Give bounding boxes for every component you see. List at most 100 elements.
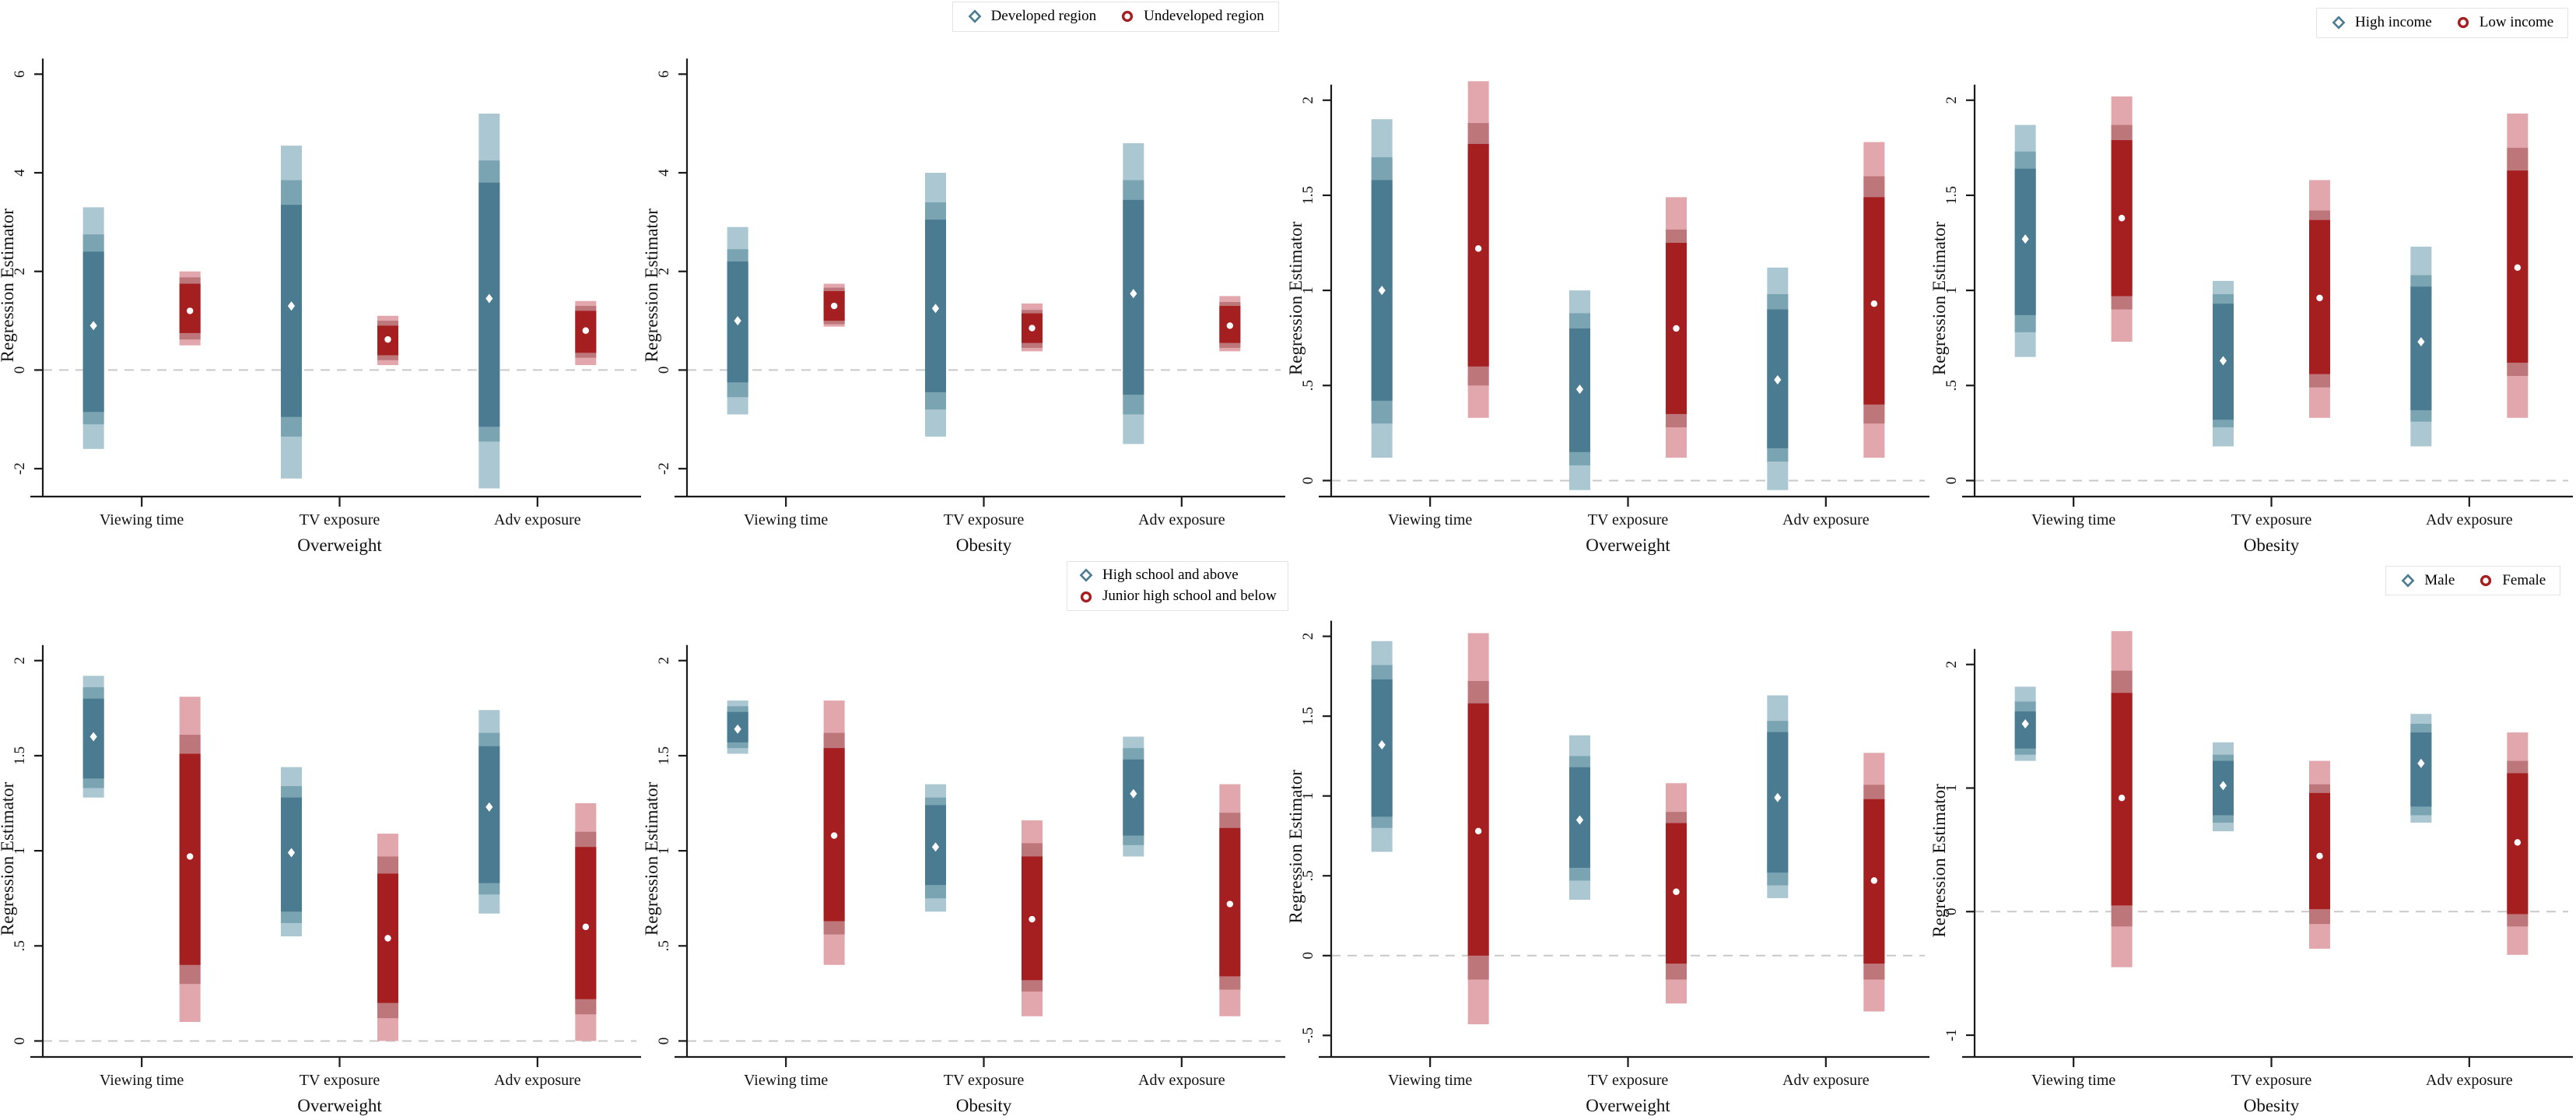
interval-bar-red-viewing-time [2111,630,2133,967]
y-tick-label: 1.5 [656,746,672,765]
y-tick-label: 0 [12,1037,28,1045]
legend-item: Undeveloped region [1120,8,1264,25]
y-tick-label: 2 [1943,660,1960,668]
y-axis-title: Regression Estimator [644,781,661,936]
legend: High school and above Junior high school … [1066,560,1288,612]
y-tick-label: 2 [656,657,672,665]
estimate-marker-circle-icon [1226,322,1233,329]
legend-label: Junior high school and below [1102,588,1277,605]
interval-bar-blue-adv-exposure [2410,246,2432,447]
x-axis-title: Overweight [297,535,382,555]
ci-inner-band [2309,792,2331,909]
chart-obesity-by-education: 0 .5 1 1.5 2 Viewing time TV exposure Adv expos… [642,560,1288,1120]
interval-bar-red-tv-exposure [2309,180,2331,418]
y-axis-title: Regression Estimator [1932,783,1949,937]
y-tick-label: 1 [1300,286,1316,294]
estimate-marker-circle-icon [1672,888,1680,895]
y-tick-label: 1 [1943,286,1960,294]
y-axis-title: Regression Estimator [1932,221,1949,375]
plot-overweight-by-income: 0 .5 1 1.5 2 Viewing time TV exposure Adv expos… [1286,81,1929,555]
legend-item: High income [2331,14,2432,31]
interval-bar-blue-adv-exposure [478,709,500,914]
estimate-marker-diamond-icon [1773,374,1781,384]
y-tick-label: 0 [656,367,672,374]
estimate-marker-circle-icon [830,831,838,839]
plot-overweight-by-gender: -.5 0 .5 1 1.5 2 Viewing time TV exposure Adv ex… [1286,620,1929,1115]
category-label: Viewing time [1388,1072,1472,1089]
category-label: Adv exposure [1138,1072,1225,1089]
category-label: Viewing time [100,511,184,528]
interval-bar-red-adv-exposure [2507,113,2529,418]
y-axis-title: Regression Estimator [0,209,17,363]
y-tick-label: .5 [12,940,28,951]
plot-obesity-by-gender: -1 0 1 2 Viewing time TV exposure Adv exposure… [1929,630,2574,1115]
y-tick-label: 1 [12,847,28,855]
plot-overweight-by-education: 0 .5 1 1.5 2 Viewing time TV exposure Adv expos… [0,644,641,1115]
interval-bar-blue-adv-exposure [1123,142,1144,444]
y-tick-label: 2 [656,268,672,276]
y-tick-label: 1.5 [12,746,28,765]
ci-inner-band [478,182,500,427]
estimate-marker-diamond-icon [2021,718,2030,729]
estimate-marker-diamond-icon [2220,356,2227,366]
x-axis-title: Overweight [297,1096,382,1115]
interval-bar-blue-viewing-time [727,226,748,415]
y-tick-label: 0 [1943,908,1960,915]
estimate-marker-diamond-icon [2220,780,2227,790]
estimate-marker-circle-icon [384,335,391,343]
y-tick-label: 6 [656,71,672,79]
diamond-icon [968,9,981,24]
legend: Developed region Undeveloped region [952,2,1279,32]
interval-bar-red-viewing-time [1467,632,1489,1024]
estimate-marker-circle-icon [1870,300,1877,307]
legend-label: High school and above [1102,566,1239,583]
y-tick-label: -2 [656,462,672,475]
x-axis-title: Obesity [2244,1096,2300,1115]
category-label: TV exposure [944,511,1025,528]
category-label: Viewing time [744,1072,828,1089]
estimate-marker-diamond-icon [2417,337,2425,347]
y-tick-label: 0 [656,1037,672,1045]
interval-bar-red-tv-exposure [1021,820,1043,1016]
estimate-marker-circle-icon [2316,294,2323,302]
category-label: Adv exposure [494,511,581,528]
interval-bar-red-viewing-time [823,700,845,965]
interval-bar-red-tv-exposure [1665,782,1687,1003]
y-tick-label: 2 [12,268,28,276]
interval-bar-red-adv-exposure [1863,142,1884,458]
estimate-marker-diamond-icon [1378,286,1386,296]
category-label: TV exposure [300,1072,380,1089]
legend-label: Female [2502,571,2546,588]
y-axis-title: Regression Estimator [1288,221,1306,375]
y-tick-label: 0 [1300,477,1316,485]
y-tick-label: -2 [12,462,28,475]
y-tick-label: .5 [1300,870,1316,881]
estimate-marker-circle-icon [384,934,391,942]
interval-bar-blue-adv-exposure [2410,713,2432,823]
category-label: Adv exposure [1138,511,1225,528]
ci-inner-band [1766,732,1788,872]
estimate-marker-diamond-icon [89,321,97,331]
interval-bar-blue-tv-exposure [281,767,302,936]
category-label: Adv exposure [494,1072,581,1089]
interval-bar-red-adv-exposure [575,802,597,1041]
y-tick-label: -.5 [1300,1027,1316,1044]
estimate-marker-circle-icon [1029,325,1036,332]
category-label: Viewing time [1388,511,1472,528]
legend-item: Female [2478,571,2546,589]
chart-obesity-by-gender: -1 0 1 2 Viewing time TV exposure Adv exposure… [1929,560,2576,1120]
estimate-marker-circle-icon [582,327,590,334]
estimate-marker-diamond-icon [1129,788,1137,799]
interval-bar-blue-viewing-time [2014,125,2036,357]
y-tick-label: 0 [1300,952,1316,960]
estimate-marker-diamond-icon [287,848,296,858]
estimate-marker-circle-icon [1226,900,1233,908]
y-tick-label: 1 [1300,792,1316,799]
estimate-marker-circle-icon [830,302,838,310]
interval-bar-blue-tv-exposure [924,172,946,437]
interval-bar-blue-tv-exposure [2213,280,2234,447]
chart-overweight-by-region: -2 0 2 4 6 Viewing time TV exposure Adv exposur… [0,0,644,560]
category-label: Viewing time [2031,511,2115,528]
category-label: TV exposure [1587,1072,1668,1089]
estimate-marker-circle-icon [2514,838,2522,846]
